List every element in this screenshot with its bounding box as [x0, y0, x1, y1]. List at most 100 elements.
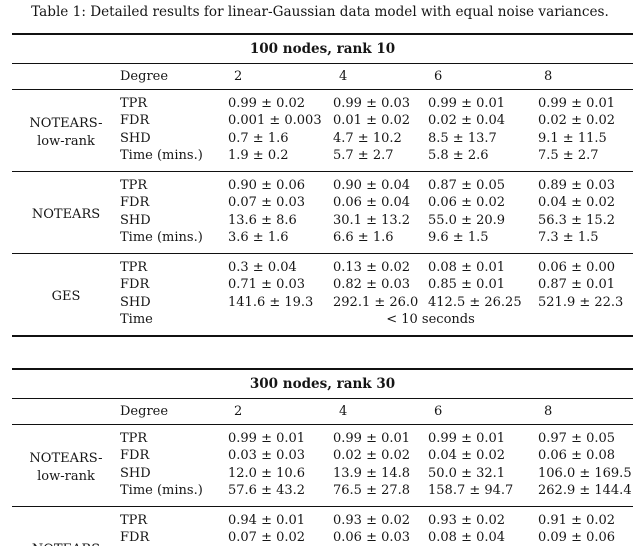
degree-column-header: 8 [538, 63, 634, 90]
degree-column-header: 2 [228, 63, 333, 90]
value-cell: 0.93 ± 0.02 [428, 512, 506, 528]
value-cell: 5.8 ± 2.6 [428, 148, 489, 164]
value-cell: 0.02 ± 0.02 [333, 448, 411, 464]
method-label-line: GES [51, 288, 81, 304]
method-label: NOTEARS-low-rank [12, 89, 120, 171]
method-label-line: NOTEARS [31, 206, 101, 222]
value-cell: 0.99 ± 0.03 [333, 95, 411, 111]
metric-label: TPR [120, 259, 148, 275]
value-cell: 0.94 ± 0.01 [228, 512, 306, 528]
value-cell: 412.5 ± 26.25 [428, 294, 522, 310]
metric-label: Time (mins.) [120, 230, 203, 246]
value-cell: 0.08 ± 0.04 [428, 530, 506, 546]
table-row: GES TPR 0.3 ± 0.04 0.13 ± 0.02 0.08 ± 0.01 0.… [12, 253, 633, 304]
value-cell: 0.06 ± 0.02 [428, 195, 506, 211]
table-row: FDR 0.03 ± 0.03 0.02 ± 0.02 0.04 ± 0.02 0.06… [12, 447, 633, 465]
value-cell: 521.9 ± 22.3 [538, 294, 624, 310]
value-cell: 292.1 ± 26.0 [333, 294, 419, 310]
method-label-line: low-rank [37, 133, 95, 149]
value-cell: 0.99 ± 0.01 [428, 430, 506, 446]
table-row: FDR 0.07 ± 0.02 0.06 ± 0.03 0.08 ± 0.04 0.09… [12, 529, 633, 546]
metric-label: FDR [120, 113, 150, 129]
table-row: Time < 10 seconds [12, 311, 633, 336]
value-cell: 5.7 ± 2.7 [333, 148, 394, 164]
metric-label: FDR [120, 448, 150, 464]
metric-label: Time (mins.) [120, 148, 203, 164]
table-title: 300 nodes, rank 30 [12, 368, 634, 399]
method-label: NOTEARS [12, 171, 120, 253]
table-row: FDR 0.07 ± 0.03 0.06 ± 0.04 0.06 ± 0.02 0.04… [12, 194, 633, 212]
metric-label: TPR [120, 512, 148, 528]
method-group: NOTEARS-low-rank TPR 0.99 ± 0.02 0.99 ± 0.0… [12, 89, 634, 171]
method-label: NOTEARS-low-rank [12, 424, 120, 506]
metric-label: SHD [120, 212, 151, 228]
value-cell: 0.91 ± 0.02 [538, 512, 616, 528]
metric-label: SHD [120, 294, 151, 310]
value-cell: 1.9 ± 0.2 [228, 148, 289, 164]
value-cell: 0.02 ± 0.04 [428, 113, 506, 129]
table-row: FDR 0.001 ± 0.003 0.01 ± 0.02 0.02 ± 0.04 0.… [12, 112, 633, 130]
value-cell: 0.99 ± 0.02 [228, 95, 306, 111]
value-cell: 0.90 ± 0.06 [228, 177, 306, 193]
value-cell: 0.02 ± 0.02 [538, 113, 616, 129]
table-row: SHD 13.6 ± 8.6 30.1 ± 13.2 55.0 ± 20.9 56.3 … [12, 212, 633, 230]
method-group: GES TPR 0.3 ± 0.04 0.13 ± 0.02 0.08 ± 0.01 0.… [12, 253, 634, 336]
spanning-value-cell: < 10 seconds [386, 312, 475, 328]
value-cell: 9.1 ± 11.5 [538, 130, 607, 146]
value-cell: 0.87 ± 0.05 [428, 177, 506, 193]
metric-label: TPR [120, 430, 148, 446]
method-label-line: NOTEARS- [29, 451, 103, 467]
table-row: SHD 141.6 ± 19.3 292.1 ± 26.0 412.5 ± 26.25… [12, 294, 633, 312]
table-caption: Table 1: Detailed results for linear-Gau… [31, 4, 609, 20]
method-label-line: NOTEARS [12, 541, 120, 546]
value-cell: 0.06 ± 0.00 [538, 259, 616, 275]
method-group: NOTEARS TPR 0.94 ± 0.01 0.93 ± 0.02 0.93 ± 0… [12, 506, 634, 546]
table-row: NOTEARS-low-rank TPR 0.99 ± 0.02 0.99 ± 0.0… [12, 89, 633, 149]
value-cell: 0.08 ± 0.01 [428, 259, 506, 275]
degree-column-header: 8 [538, 398, 634, 425]
value-cell: 56.3 ± 15.2 [538, 212, 616, 228]
degree-column-header: 4 [333, 398, 428, 425]
degree-row-label: Degree [120, 398, 228, 425]
method-group: NOTEARS TPR 0.90 ± 0.06 0.90 ± 0.04 0.87 ± 0… [12, 171, 634, 253]
metric-label: Time (mins.) [120, 483, 203, 499]
value-cell: 4.7 ± 10.2 [333, 130, 402, 146]
method-label: NOTEARS [12, 506, 120, 546]
value-cell: 0.001 ± 0.003 [228, 113, 322, 129]
metric-label: FDR [120, 277, 150, 293]
value-cell: 0.97 ± 0.05 [538, 430, 616, 446]
value-cell: 0.87 ± 0.01 [538, 277, 616, 293]
header-spacer-cell [12, 398, 120, 425]
table-row: Time (mins.) 57.6 ± 43.2 76.5 ± 27.8 158.7 … [12, 482, 633, 506]
value-cell: 0.82 ± 0.03 [333, 277, 411, 293]
degree-row-label: Degree [120, 63, 228, 90]
table-title: 100 nodes, rank 10 [12, 33, 634, 64]
value-cell: 13.9 ± 14.8 [333, 465, 411, 481]
value-cell: 0.99 ± 0.01 [428, 95, 506, 111]
method-group: NOTEARS-low-rank TPR 0.99 ± 0.01 0.99 ± 0.0… [12, 424, 634, 506]
header-spacer-cell [12, 63, 120, 90]
value-cell: 76.5 ± 27.8 [333, 483, 411, 499]
results-table-100-nodes: 100 nodes, rank 10 Degree 2 4 6 8 NOTEARS-low-… [12, 33, 634, 337]
value-cell: 13.6 ± 8.6 [228, 212, 297, 228]
table-row: NOTEARS TPR 0.94 ± 0.01 0.93 ± 0.02 0.93 ± 0… [12, 506, 633, 546]
table-row: Time (mins.) 1.9 ± 0.2 5.7 ± 2.7 5.8 ± 2.6 7… [12, 147, 633, 171]
value-cell: 8.5 ± 13.7 [428, 130, 497, 146]
value-cell: 7.3 ± 1.5 [538, 230, 599, 246]
degree-column-header: 6 [428, 398, 538, 425]
value-cell: 0.01 ± 0.02 [333, 113, 411, 129]
value-cell: 9.6 ± 1.5 [428, 230, 489, 246]
value-cell: 6.6 ± 1.6 [333, 230, 394, 246]
value-cell: 12.0 ± 10.6 [228, 465, 306, 481]
method-label-line: low-rank [37, 468, 95, 484]
method-label: GES [12, 253, 120, 336]
metric-label: SHD [120, 130, 151, 146]
table-row: SHD 12.0 ± 10.6 13.9 ± 14.8 50.0 ± 32.1 106.… [12, 465, 633, 483]
table-row: NOTEARS TPR 0.90 ± 0.06 0.90 ± 0.04 0.87 ± 0… [12, 171, 633, 222]
value-cell: 158.7 ± 94.7 [428, 483, 514, 499]
value-cell: 0.04 ± 0.02 [428, 448, 506, 464]
table-row: Time (mins.) 3.6 ± 1.6 6.6 ± 1.6 9.6 ± 1.5 7… [12, 229, 633, 253]
value-cell: 0.71 ± 0.03 [228, 277, 306, 293]
metric-label: SHD [120, 465, 151, 481]
